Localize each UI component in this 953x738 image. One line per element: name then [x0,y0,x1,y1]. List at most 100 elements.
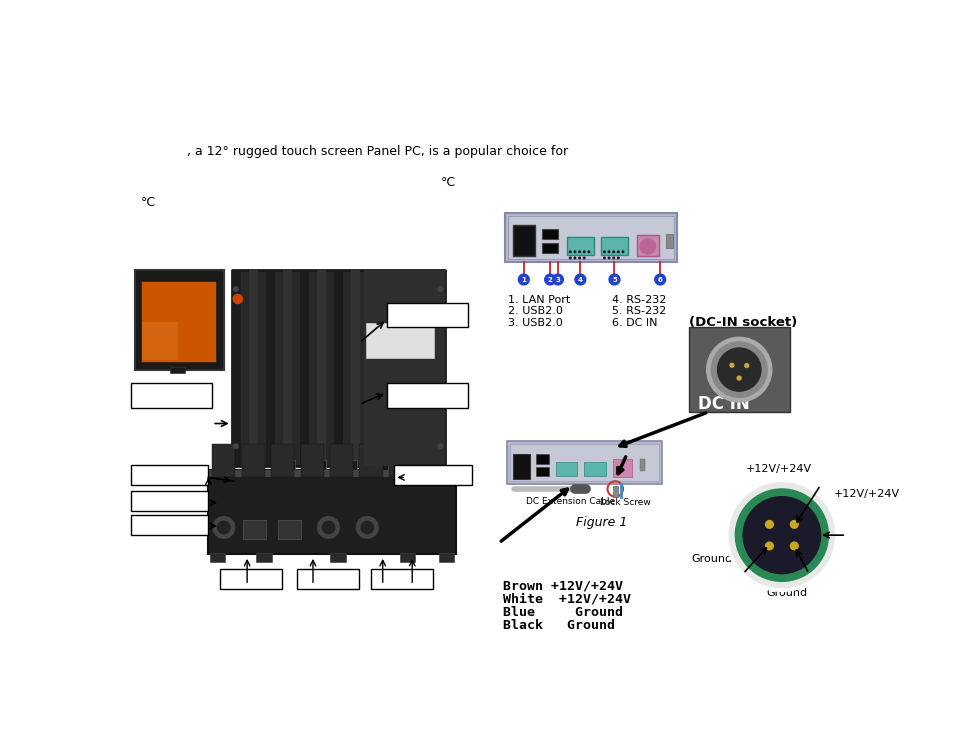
Bar [418,444,441,477]
Circle shape [437,287,442,292]
Bar [334,269,343,466]
Text: +12V/+24V: +12V/+24V [744,464,811,475]
Bar [254,461,264,472]
Bar [142,322,178,360]
Circle shape [322,521,335,534]
Bar [666,234,672,248]
Bar [542,229,558,238]
Bar [363,269,444,466]
Circle shape [765,520,773,528]
Circle shape [569,257,571,259]
Bar [278,520,301,539]
Bar [394,465,472,485]
Bar [170,368,185,373]
Circle shape [317,517,339,538]
Bar [208,469,456,554]
Bar [418,269,428,466]
Text: 4. RS-232: 4. RS-232 [612,295,666,305]
Bar [220,569,282,589]
Bar [282,269,292,466]
Bar [131,384,212,408]
Text: Black   Ground: Black Ground [502,619,615,632]
Circle shape [612,257,614,259]
Text: +12V/+24V: +12V/+24V [833,489,899,499]
Bar [506,441,661,483]
Text: DC IN: DC IN [698,395,749,413]
Bar [438,553,454,562]
Bar [297,569,359,589]
Text: 1. LAN Port: 1. LAN Port [508,295,570,305]
Circle shape [612,251,614,252]
Bar [330,553,345,562]
Bar [555,462,577,476]
Bar [162,304,196,316]
Circle shape [608,257,609,259]
Circle shape [711,342,766,397]
Text: DC Extension Cable: DC Extension Cable [525,497,615,506]
Bar [208,469,456,477]
Bar [316,461,326,472]
Text: (DC-IN socket): (DC-IN socket) [688,316,797,328]
Text: 6. DC IN: 6. DC IN [612,318,657,328]
Bar [386,384,468,408]
Bar [637,235,658,256]
Circle shape [742,497,820,573]
Circle shape [517,274,529,285]
Bar [509,444,658,481]
Circle shape [717,348,760,391]
Text: Blue     Ground: Blue Ground [502,606,622,619]
Bar [399,553,415,562]
Bar [389,444,412,477]
Bar [600,237,628,255]
Bar [508,216,674,259]
Bar [241,444,265,477]
Text: , a 12° rugged touch screen Panel PC, is a popular choice for: , a 12° rugged touch screen Panel PC, is… [187,145,568,158]
Bar [141,281,216,362]
Circle shape [578,257,579,259]
Bar [386,303,468,327]
Circle shape [729,363,733,368]
Circle shape [233,444,238,449]
Circle shape [574,257,575,259]
Circle shape [737,376,740,380]
Bar [639,459,645,472]
Circle shape [608,274,619,285]
Circle shape [583,257,584,259]
Circle shape [575,274,585,285]
Bar [688,327,789,412]
Bar [348,461,356,472]
Text: 5. RS-232: 5. RS-232 [612,306,666,317]
Bar [567,237,594,255]
Circle shape [578,251,579,252]
Bar [131,465,208,485]
Circle shape [552,274,562,285]
Bar [232,269,444,466]
Text: Lock Screw: Lock Screw [599,498,650,507]
Bar [368,269,377,466]
Bar [359,444,382,477]
Circle shape [639,238,655,254]
Bar [436,269,445,466]
Bar [513,455,530,479]
Text: Figure 1: Figure 1 [576,516,627,529]
Circle shape [356,517,377,538]
Bar [316,269,326,466]
Bar [131,491,208,511]
Bar [249,269,257,466]
Bar [299,269,309,466]
Bar [378,461,388,472]
Bar [513,225,534,255]
Text: °C: °C [141,196,156,210]
Bar [505,213,677,262]
Bar [612,486,617,497]
Bar [366,323,434,358]
Bar [266,269,274,466]
Circle shape [617,257,618,259]
Circle shape [544,274,555,285]
Text: 4: 4 [578,277,582,283]
Text: 3. USB2.0: 3. USB2.0 [508,318,562,328]
Circle shape [706,337,771,402]
Text: Brown +12V/+24V: Brown +12V/+24V [502,580,622,593]
Bar [286,461,294,472]
Circle shape [437,444,442,449]
